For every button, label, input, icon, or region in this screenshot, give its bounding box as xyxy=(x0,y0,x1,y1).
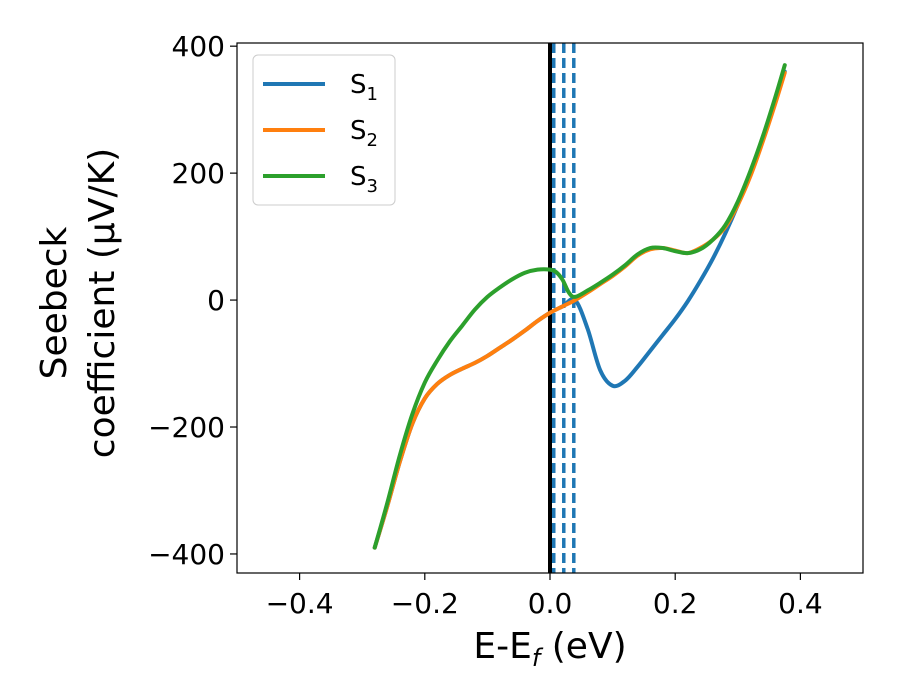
x-axis-label-main: E-E xyxy=(473,626,531,667)
y-axis-label: Seebeck coefficient (μV/K) xyxy=(34,148,123,458)
y-tick-label: −400 xyxy=(148,538,225,571)
series-line-s3 xyxy=(372,63,787,550)
y-tick-label: 0 xyxy=(207,284,225,317)
x-tick-label: 0.2 xyxy=(653,587,698,620)
x-tick-label: −0.2 xyxy=(391,587,459,620)
y-axis-label-line1: Seebeck xyxy=(34,226,75,379)
y-tick-label: 400 xyxy=(172,30,225,63)
legend-label-s1: S1 xyxy=(350,70,378,105)
ticks-layer: −0.4 −0.2 0.0 0.2 0.4 −400 −200 0 200 400 xyxy=(148,30,823,620)
series-line-s1 xyxy=(372,69,787,550)
x-tick-label: −0.4 xyxy=(266,587,334,620)
x-axis-label: E-Ef (eV) xyxy=(473,626,626,672)
y-tick-label: −200 xyxy=(148,411,225,444)
x-axis-label-unit: (eV) xyxy=(540,626,626,667)
x-tick-label: 0.4 xyxy=(778,587,823,620)
legend: S1 S2 S3 xyxy=(252,54,396,206)
y-tick-label: 200 xyxy=(172,157,225,190)
legend-label-s3: S3 xyxy=(350,162,378,197)
legend-label-s2: S2 xyxy=(350,116,378,151)
legend-entries: S1 S2 S3 xyxy=(263,70,378,197)
x-tick-label: 0.0 xyxy=(528,587,573,620)
series-layer xyxy=(372,63,787,550)
y-axis-label-line2: coefficient (μV/K) xyxy=(82,148,123,458)
